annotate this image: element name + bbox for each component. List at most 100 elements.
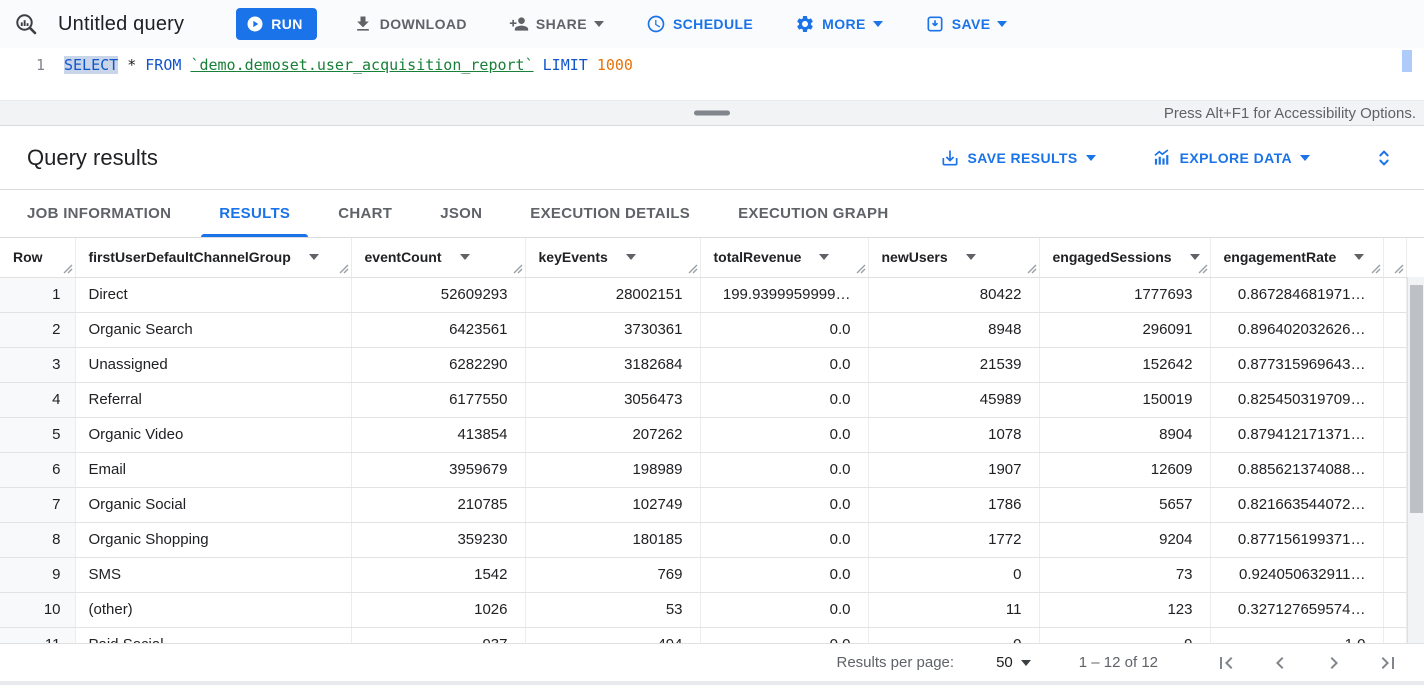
first-page-button[interactable] (1214, 651, 1238, 675)
data-cell: 1078 (868, 417, 1040, 453)
data-cell: 0.0 (700, 417, 869, 453)
explore-data-button[interactable]: EXPLORE DATA (1152, 148, 1310, 168)
next-page-button[interactable] (1322, 651, 1346, 675)
data-cell: 152642 (1039, 347, 1211, 383)
table-row: 10 (other) 1026 53 0.0 11 123 0.327127659574… (0, 592, 1407, 628)
sql-editor[interactable]: 1 SELECT * FROM `demo.demoset.user_acqui… (0, 48, 1424, 100)
column-resize-grip[interactable] (339, 264, 349, 274)
data-cell: 0.0 (700, 557, 869, 593)
table-row: 6 Email 3959679 198989 0.0 1907 12609 0.8856213… (0, 452, 1407, 488)
column-menu-icon[interactable] (308, 254, 319, 261)
tab-results[interactable]: RESULTS (195, 190, 314, 237)
expand-results-button[interactable] (1370, 144, 1398, 172)
table-vertical-scrollbar[interactable] (1406, 277, 1424, 643)
data-cell: 0.0 (700, 312, 869, 348)
tab-json[interactable]: JSON (440, 205, 483, 222)
data-cell: 21539 (868, 347, 1040, 383)
results-actions: SAVE RESULTS EXPLORE DATA (884, 144, 1398, 172)
data-cell: 0.0 (700, 487, 869, 523)
previous-page-button[interactable] (1268, 651, 1292, 675)
tab-execution-details[interactable]: EXECUTION DETAILS (530, 205, 691, 222)
data-cell: Email (75, 452, 352, 488)
data-cell: 0 (868, 557, 1040, 593)
tab-chart[interactable]: CHART (338, 205, 393, 222)
sql-code[interactable]: SELECT * FROM `demo.demoset.user_acquisi… (64, 56, 633, 74)
column-menu-icon[interactable] (459, 254, 470, 261)
data-cell: 45989 (868, 382, 1040, 418)
data-cell: SMS (75, 557, 352, 593)
schedule-button[interactable]: SCHEDULE (640, 6, 759, 42)
column-menu-icon[interactable] (965, 254, 976, 261)
last-page-icon (1381, 656, 1394, 669)
editor-scrollbar-thumb[interactable] (1402, 50, 1412, 72)
data-cell: 0.327127659574… (1210, 592, 1384, 628)
splitter-drag-handle[interactable] (694, 110, 730, 116)
sql-line[interactable]: 1 SELECT * FROM `demo.demoset.user_acqui… (0, 48, 1424, 74)
data-cell: 0.821663544072… (1210, 487, 1384, 523)
column-header-engagedsessions[interactable]: engagedSessions (1039, 238, 1211, 278)
column-resize-grip[interactable] (1198, 264, 1208, 274)
table-row: 7 Organic Social 210785 102749 0.0 1786 5657 0.… (0, 487, 1407, 523)
data-cell: 80422 (868, 277, 1040, 313)
table-row: 8 Organic Shopping 359230 180185 0.0 1772 9204… (0, 522, 1407, 558)
tab-execution-graph[interactable]: EXECUTION GRAPH (738, 205, 889, 222)
row-number-cell: 10 (0, 592, 76, 628)
column-menu-icon[interactable] (1189, 254, 1200, 261)
row-number-cell: 7 (0, 487, 76, 523)
download-button[interactable]: DOWNLOAD (347, 6, 473, 42)
table-row: 9 SMS 1542 769 0.0 0 73 0.924050632911… (0, 557, 1407, 593)
save-results-button[interactable]: SAVE RESULTS (940, 148, 1096, 168)
scrollbar-thumb[interactable] (1409, 285, 1423, 513)
column-label: firstUserDefaultChannelGroup (88, 249, 291, 266)
pager-controls (1184, 651, 1400, 675)
column-resize-grip[interactable] (1027, 264, 1037, 274)
more-button[interactable]: MORE (789, 6, 889, 42)
column-resize-grip[interactable] (1394, 264, 1404, 274)
column-resize-grip[interactable] (688, 264, 698, 274)
query-title: Untitled query (58, 12, 185, 35)
column-header-eventcount[interactable]: eventCount (351, 238, 526, 278)
data-cell: 1026 (351, 592, 526, 628)
table-header-row: Row firstUserDefaultChannelGroup eventCoun… (0, 238, 1407, 278)
data-cell: 11 (868, 592, 1040, 628)
column-resize-grip[interactable] (513, 264, 523, 274)
accessibility-hint: Press Alt+F1 for Accessibility Options. (1163, 104, 1416, 122)
query-results-title: Query results (27, 144, 158, 170)
line-number: 1 (35, 56, 45, 74)
tab-job-information[interactable]: JOB INFORMATION (27, 205, 172, 222)
empty-cell (1383, 277, 1407, 313)
data-cell: 102749 (525, 487, 701, 523)
table-row: 11Paid Social9374940.0091.0 (0, 627, 1407, 643)
data-cell: 150019 (1039, 382, 1211, 418)
column-header-firstuserdefaultchannelgroup[interactable]: firstUserDefaultChannelGroup (75, 238, 352, 278)
column-header-totalrevenue[interactable]: totalRevenue (700, 238, 869, 278)
share-button[interactable]: SHARE (503, 6, 610, 42)
column-header-blank (1383, 238, 1407, 278)
data-cell: 0.825450319709… (1210, 382, 1384, 418)
column-resize-grip[interactable] (63, 264, 73, 274)
column-resize-grip[interactable] (1371, 264, 1381, 274)
empty-cell (1383, 382, 1407, 418)
column-resize-grip[interactable] (856, 264, 866, 274)
page-size-select[interactable]: 50 (996, 654, 1031, 671)
column-menu-icon[interactable] (1354, 254, 1365, 261)
save-button[interactable]: SAVE (919, 6, 1014, 42)
chevron-down-icon (997, 21, 1008, 27)
column-header-keyevents[interactable]: keyEvents (525, 238, 701, 278)
column-menu-icon[interactable] (625, 254, 636, 261)
column-header-engagementrate[interactable]: engagementRate (1210, 238, 1384, 278)
row-number-cell: 9 (0, 557, 76, 593)
column-menu-icon[interactable] (819, 254, 830, 261)
run-button[interactable]: RUN (236, 8, 317, 40)
data-cell: 8904 (1039, 417, 1211, 453)
data-cell: 1777693 (1039, 277, 1211, 313)
table-reference-link[interactable]: `demo.demoset.user_acquisition_report` (190, 56, 534, 74)
column-header-newusers[interactable]: newUsers (868, 238, 1040, 278)
data-cell: 9204 (1039, 522, 1211, 558)
empty-cell (1383, 347, 1407, 383)
empty-cell (1383, 312, 1407, 348)
row-number-cell: 2 (0, 312, 76, 348)
last-page-button[interactable] (1376, 651, 1400, 675)
empty-cell (1383, 522, 1407, 558)
data-cell: 0.867284681971… (1210, 277, 1384, 313)
